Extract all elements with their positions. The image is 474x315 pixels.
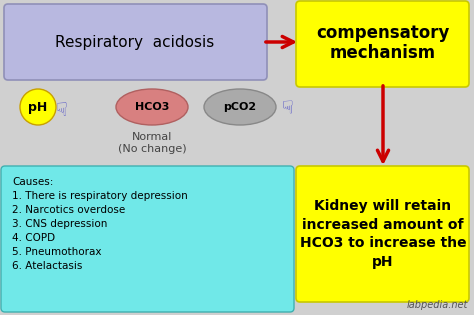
Text: compensatory
mechanism: compensatory mechanism: [316, 24, 450, 62]
Ellipse shape: [116, 89, 188, 125]
FancyBboxPatch shape: [1, 166, 294, 312]
Text: pCO2: pCO2: [223, 102, 256, 112]
Text: HCO3: HCO3: [135, 102, 169, 112]
FancyBboxPatch shape: [296, 166, 469, 302]
Text: Kidney will retain
increased amount of
HCO3 to increase the
pH: Kidney will retain increased amount of H…: [300, 199, 466, 269]
Text: Respiratory  acidosis: Respiratory acidosis: [55, 36, 215, 50]
FancyBboxPatch shape: [296, 1, 469, 87]
Ellipse shape: [204, 89, 276, 125]
Text: pH: pH: [28, 100, 47, 113]
Text: labpedia.net: labpedia.net: [407, 300, 468, 310]
Text: Causes:
1. There is respiratory depression
2. Narcotics overdose
3. CNS depressi: Causes: 1. There is respiratory depressi…: [12, 177, 188, 271]
Circle shape: [20, 89, 56, 125]
Text: ☞: ☞: [276, 99, 294, 115]
FancyBboxPatch shape: [4, 4, 267, 80]
Text: Normal
(No change): Normal (No change): [118, 132, 186, 154]
Text: ☟: ☟: [56, 100, 68, 119]
